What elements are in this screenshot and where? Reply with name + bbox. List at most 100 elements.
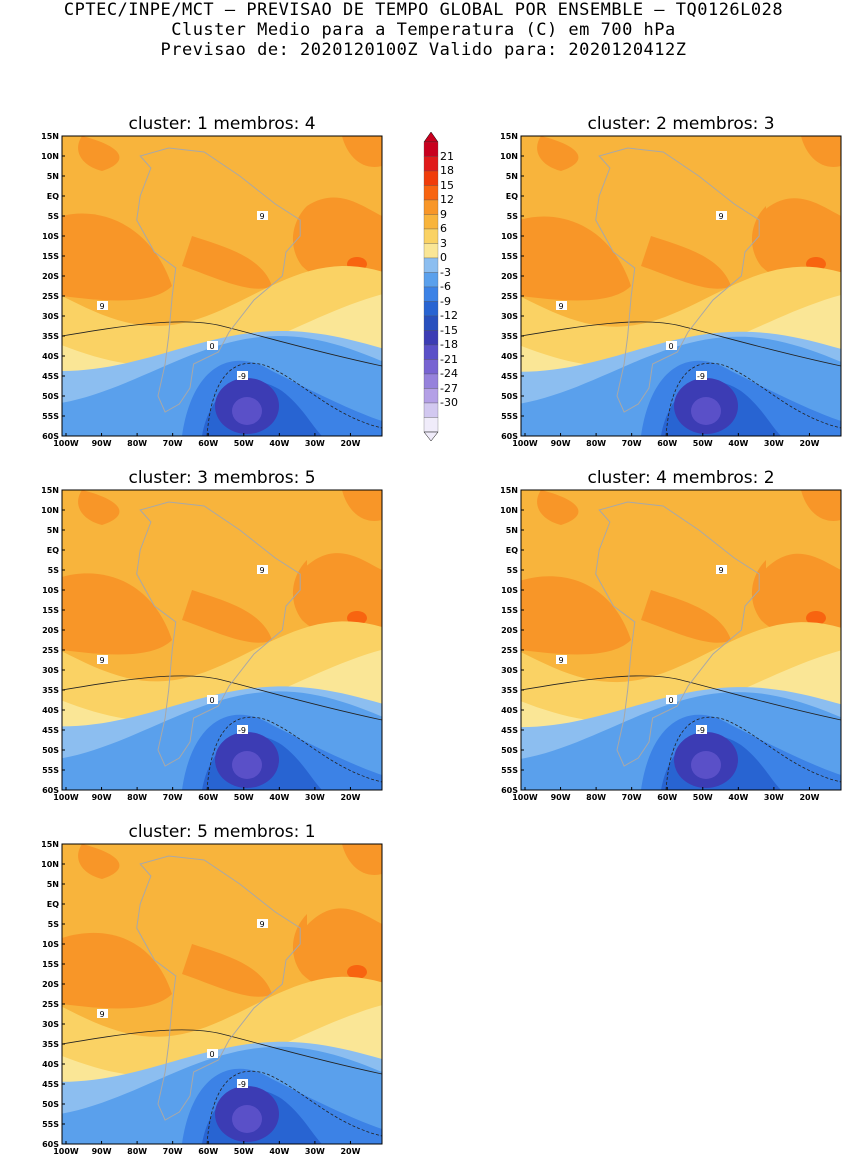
contour-label-box <box>556 301 567 310</box>
lat-tick-label: 55S <box>501 412 518 421</box>
colorbar-swatch <box>423 257 439 273</box>
lat-tick-label: 45S <box>501 372 518 381</box>
lat-tick-label: 5N <box>506 172 518 181</box>
lon-tick-label: 100W <box>53 439 79 448</box>
map-frame <box>520 489 842 791</box>
lat-tick-label: 50S <box>42 746 59 755</box>
lat-tick-label: 45S <box>501 726 518 735</box>
contour-label: 9 <box>257 919 268 929</box>
contour-label: 9 <box>257 565 268 575</box>
lat-tick-label: 25S <box>42 1000 59 1009</box>
warm-region <box>342 490 382 521</box>
contour-label: -9 <box>696 371 707 381</box>
lat-tick-label: 35S <box>501 332 518 341</box>
temperature-map: 9 9 0 -9 15N 10N 5N EQ 5S 10S 15S 20S 25S 30S 35S 40S 45… <box>500 486 842 802</box>
lat-tick-label: 45S <box>42 1080 59 1089</box>
lat-tick-label: 10N <box>41 860 59 869</box>
colorbar-swatch <box>423 214 439 230</box>
contour-label-box <box>207 341 218 350</box>
contour-label-text: 0 <box>209 1050 214 1059</box>
lat-tick-label: 40S <box>42 706 59 715</box>
lon-tick-label: 40W <box>269 793 289 802</box>
warm-region <box>641 236 731 289</box>
contour-label: -9 <box>696 725 707 735</box>
lon-tick-label: 100W <box>512 439 538 448</box>
panel-title: cluster: 1 membros: 4 <box>128 114 316 134</box>
colorbar-label: -12 <box>440 309 458 322</box>
contour-label-box <box>237 1079 248 1088</box>
warm-region <box>342 844 382 875</box>
contour-label: 0 <box>666 341 677 351</box>
lon-tick-label: 50W <box>234 1147 254 1156</box>
contour-label-box <box>696 371 707 380</box>
warm-region <box>521 216 631 301</box>
lat-tick-label: 40S <box>42 352 59 361</box>
warm-region <box>521 576 631 655</box>
lat-tick-label: 50S <box>501 746 518 755</box>
lat-tick-label: 5S <box>48 920 60 929</box>
lat-tick-label: 15N <box>41 486 59 495</box>
contour-0 <box>520 675 842 721</box>
cold-core <box>232 397 262 425</box>
colorbar-label: 21 <box>440 149 454 163</box>
contour-label: 9 <box>257 211 268 221</box>
lon-tick-label: 100W <box>53 793 79 802</box>
contour-label-box <box>237 725 248 734</box>
lat-tick-label: 60S <box>501 786 518 795</box>
colorbar-swatch <box>423 272 439 288</box>
lat-tick-label: 5N <box>506 526 518 535</box>
lon-tick-label: 80W <box>586 439 606 448</box>
lon-tick-label: 20W <box>340 793 360 802</box>
lat-tick-label: 10S <box>42 586 59 595</box>
lat-tick-label: 5S <box>48 566 60 575</box>
temperature-map: 9 9 0 -9 15N 10N 5N EQ 5S 10S 15S 20S 25S 30S 35S 40S 45… <box>41 132 383 448</box>
lon-tick-label: 20W <box>799 439 819 448</box>
contour-label: -9 <box>237 371 248 381</box>
continent-outline <box>136 855 301 1121</box>
lon-tick-label: 80W <box>127 1147 147 1156</box>
lat-tick-label: 50S <box>42 1100 59 1109</box>
lat-tick-label: 55S <box>42 1120 59 1129</box>
colorbar-label: 9 <box>440 207 447 221</box>
colorbar-swatch <box>423 156 439 172</box>
contour-label-text: 0 <box>209 696 214 705</box>
lon-tick-label: 90W <box>551 439 571 448</box>
lon-tick-label: 90W <box>92 793 112 802</box>
contour-label: 0 <box>207 695 218 705</box>
warm-region <box>182 944 272 997</box>
lon-tick-label: 80W <box>127 439 147 448</box>
colorbar-label: -24 <box>440 367 458 380</box>
lat-tick-label: 10S <box>42 232 59 241</box>
map-panel-cluster-5: cluster: 5 membros: 1 9 9 0 -9 15N 10N 5N EQ 5S 1… <box>41 822 383 1156</box>
contour-label-box <box>207 1049 218 1058</box>
lat-tick-label: 60S <box>42 432 59 441</box>
lat-tick-label: EQ <box>506 546 518 555</box>
colorbar-swatch <box>423 330 439 346</box>
colorbar-label: 12 <box>440 193 454 206</box>
lon-tick-label: 70W <box>163 1147 183 1156</box>
lat-tick-label: 40S <box>42 1060 59 1069</box>
lat-tick-label: 5S <box>507 566 519 575</box>
lat-tick-label: EQ <box>47 900 59 909</box>
warm-region <box>62 573 172 655</box>
lat-tick-label: 55S <box>501 766 518 775</box>
colorbar-swatch <box>423 417 439 433</box>
lat-tick-label: 15S <box>42 606 59 615</box>
contour-label-box <box>666 695 677 704</box>
warm-region <box>62 213 172 301</box>
continent-outline <box>136 501 301 767</box>
header-line-2: Cluster Medio para a Temperatura (C) em … <box>171 20 676 40</box>
continent-outline <box>136 147 301 413</box>
colorbar-swatches <box>423 132 439 442</box>
lat-tick-label: 15N <box>41 840 59 849</box>
lat-tick-label: 35S <box>42 1040 59 1049</box>
colorbar-label: -6 <box>440 280 451 293</box>
colorbar-label: -21 <box>440 352 458 366</box>
temperature-map: 9 9 0 -9 15N 10N 5N EQ 5S 10S 15S 20S 25S 30S 35S 40S 45… <box>41 840 383 1156</box>
colorbar-swatch <box>423 402 439 418</box>
lat-tick-label: 15N <box>500 486 518 495</box>
contour-label-box <box>257 565 268 574</box>
contour-label: 9 <box>716 565 727 575</box>
contour-neg9 <box>206 362 383 437</box>
contour-label: 9 <box>97 1009 108 1019</box>
